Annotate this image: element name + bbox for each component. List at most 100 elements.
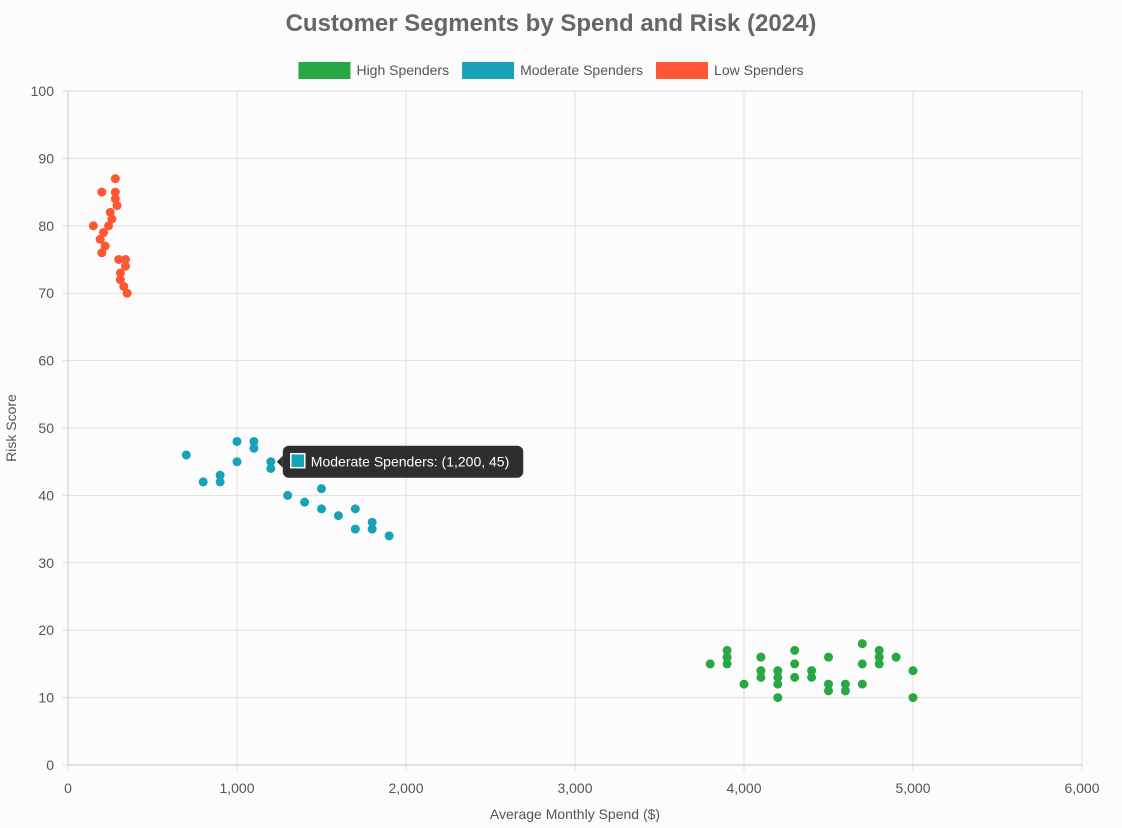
point-high-spenders[interactable] xyxy=(824,686,833,696)
point-moderate-spenders[interactable] xyxy=(266,463,276,473)
point-moderate-spenders[interactable] xyxy=(317,504,326,514)
y-tick-label: 0 xyxy=(46,757,54,773)
point-low-spenders[interactable] xyxy=(119,281,129,291)
point-low-spenders[interactable] xyxy=(114,255,124,264)
point-low-spenders[interactable] xyxy=(115,268,125,278)
y-tick-label: 50 xyxy=(38,420,54,436)
legend: High Spenders Moderate Spenders Low Spende… xyxy=(298,62,804,79)
point-high-spenders[interactable] xyxy=(722,645,732,655)
point-high-spenders[interactable] xyxy=(756,672,766,682)
y-tick-label: 60 xyxy=(38,353,54,369)
data-points xyxy=(88,174,918,703)
x-tick-label: 2,000 xyxy=(388,780,423,796)
point-high-spenders[interactable] xyxy=(722,659,732,669)
x-tick-label: 0 xyxy=(64,780,72,796)
y-tick-label: 30 xyxy=(38,555,54,571)
point-moderate-spenders[interactable] xyxy=(283,490,293,500)
point-high-spenders[interactable] xyxy=(722,652,732,662)
tooltip: Moderate Spenders: (1,200, 45) xyxy=(276,445,524,478)
point-low-spenders[interactable] xyxy=(120,261,130,271)
point-low-spenders[interactable] xyxy=(97,248,107,258)
point-low-spenders[interactable] xyxy=(112,201,122,211)
point-high-spenders[interactable] xyxy=(824,652,833,662)
point-moderate-spenders[interactable] xyxy=(198,477,208,487)
point-high-spenders[interactable] xyxy=(891,652,901,662)
y-tick-label: 70 xyxy=(38,285,54,301)
point-moderate-spenders[interactable] xyxy=(215,470,225,480)
point-moderate-spenders[interactable] xyxy=(317,484,326,494)
point-high-spenders[interactable] xyxy=(773,666,783,676)
point-high-spenders[interactable] xyxy=(840,686,850,696)
y-tick-label: 90 xyxy=(38,150,54,166)
point-moderate-spenders[interactable] xyxy=(350,524,360,534)
x-tick-label: 3,000 xyxy=(557,780,592,796)
point-low-spenders[interactable] xyxy=(115,275,125,285)
point-high-spenders[interactable] xyxy=(790,659,800,669)
point-high-spenders[interactable] xyxy=(790,645,800,655)
legend-swatch xyxy=(298,62,351,79)
point-high-spenders[interactable] xyxy=(773,679,783,689)
point-high-spenders[interactable] xyxy=(739,679,749,689)
point-high-spenders[interactable] xyxy=(857,639,867,649)
point-moderate-spenders[interactable] xyxy=(249,443,259,453)
point-low-spenders[interactable] xyxy=(104,221,114,231)
point-moderate-spenders[interactable] xyxy=(333,511,343,521)
legend-item-moderate-spenders[interactable]: Moderate Spenders xyxy=(462,62,643,79)
point-low-spenders[interactable] xyxy=(88,221,98,231)
x-tick-label: 1,000 xyxy=(219,780,254,796)
point-low-spenders[interactable] xyxy=(105,207,115,217)
point-moderate-spenders[interactable] xyxy=(367,517,377,527)
point-moderate-spenders[interactable] xyxy=(181,450,191,460)
point-high-spenders[interactable] xyxy=(874,652,884,662)
point-moderate-spenders[interactable] xyxy=(215,477,225,487)
point-moderate-spenders[interactable] xyxy=(266,457,276,467)
point-high-spenders[interactable] xyxy=(773,672,783,682)
point-high-spenders[interactable] xyxy=(773,693,783,703)
legend-swatch xyxy=(462,62,515,79)
point-moderate-spenders[interactable] xyxy=(249,436,259,446)
point-high-spenders[interactable] xyxy=(756,666,766,676)
x-axis-ticks: 0 1,000 2,000 3,000 4,000 5,000 6,000 xyxy=(64,780,1100,796)
point-moderate-spenders[interactable] xyxy=(350,504,360,514)
point-high-spenders[interactable] xyxy=(790,672,800,682)
grid xyxy=(62,90,1083,771)
point-moderate-spenders[interactable] xyxy=(367,524,377,534)
point-high-spenders[interactable] xyxy=(705,659,715,669)
point-high-spenders[interactable] xyxy=(840,679,850,689)
point-high-spenders[interactable] xyxy=(756,652,766,662)
point-high-spenders[interactable] xyxy=(807,666,817,676)
legend-swatch xyxy=(656,62,709,79)
point-low-spenders[interactable] xyxy=(110,194,120,204)
point-moderate-spenders[interactable] xyxy=(232,457,242,467)
point-high-spenders[interactable] xyxy=(908,693,918,703)
point-high-spenders[interactable] xyxy=(908,666,918,676)
point-moderate-spenders[interactable] xyxy=(232,436,242,446)
point-high-spenders[interactable] xyxy=(807,672,817,682)
point-high-spenders[interactable] xyxy=(874,659,884,669)
point-low-spenders[interactable] xyxy=(97,187,107,197)
point-moderate-spenders[interactable] xyxy=(300,497,310,507)
point-low-spenders[interactable] xyxy=(98,228,108,238)
point-high-spenders[interactable] xyxy=(857,659,867,669)
point-low-spenders[interactable] xyxy=(110,174,120,184)
axes xyxy=(67,91,1082,766)
tooltip-swatch xyxy=(290,452,306,469)
y-tick-label: 10 xyxy=(38,690,54,706)
point-moderate-spenders[interactable] xyxy=(384,531,394,541)
x-tick-label: 5,000 xyxy=(895,780,930,796)
point-high-spenders[interactable] xyxy=(874,645,884,655)
x-tick-label: 4,000 xyxy=(726,780,761,796)
point-high-spenders[interactable] xyxy=(824,679,833,689)
point-low-spenders[interactable] xyxy=(120,255,130,264)
legend-label: Low Spenders xyxy=(714,62,804,78)
legend-label: High Spenders xyxy=(356,62,449,78)
x-axis-title: Average Monthly Spend ($) xyxy=(490,806,660,822)
point-low-spenders[interactable] xyxy=(110,187,120,197)
point-low-spenders[interactable] xyxy=(95,234,105,244)
legend-item-low-spenders[interactable]: Low Spenders xyxy=(656,62,804,79)
point-low-spenders[interactable] xyxy=(100,241,110,251)
legend-item-high-spenders[interactable]: High Spenders xyxy=(298,62,449,79)
point-high-spenders[interactable] xyxy=(857,679,867,689)
point-low-spenders[interactable] xyxy=(107,214,117,224)
point-low-spenders[interactable] xyxy=(122,288,132,298)
